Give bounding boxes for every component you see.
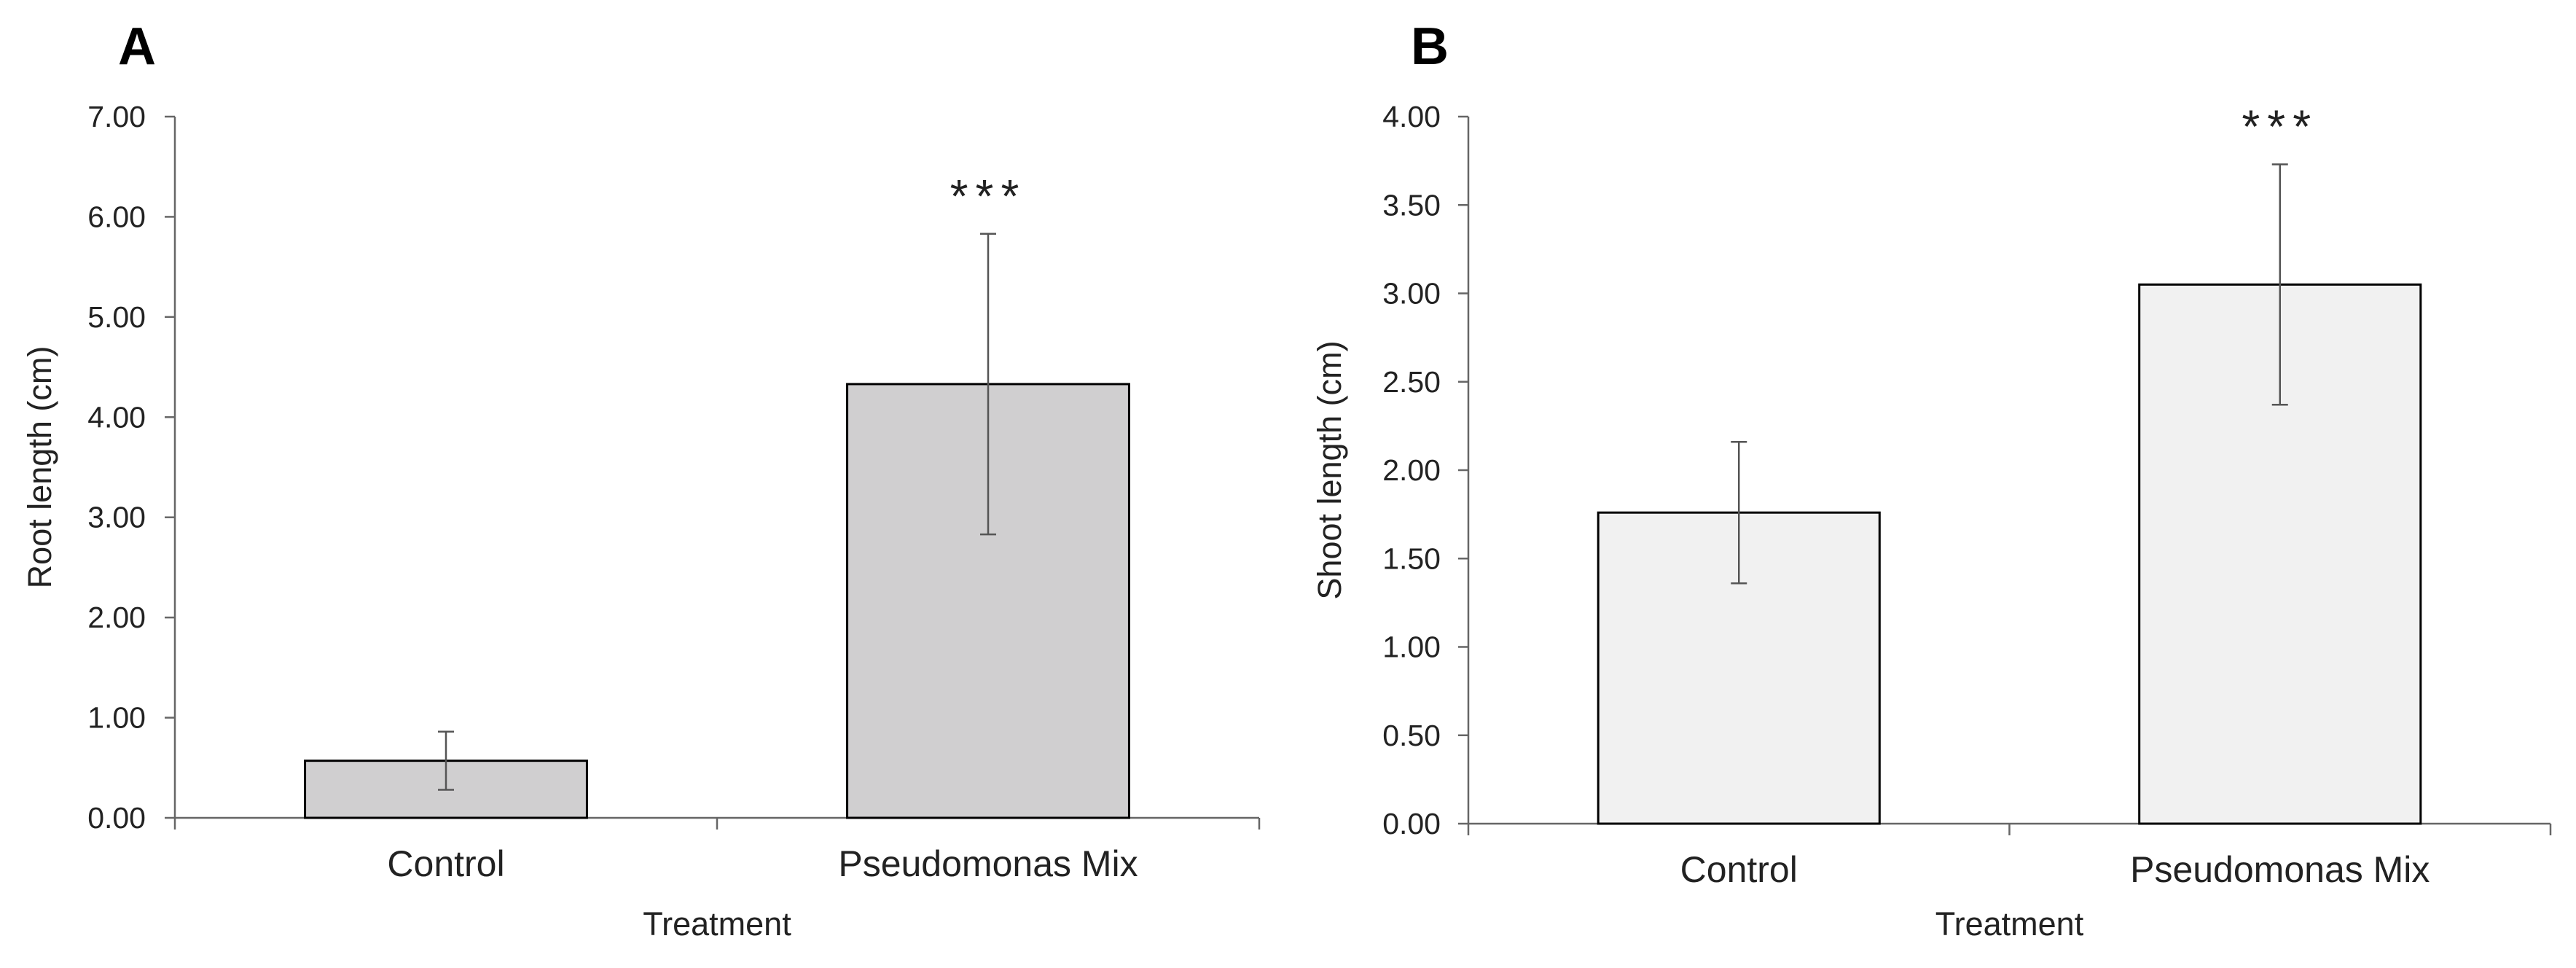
y-tick-label: 6.00 — [87, 200, 146, 233]
y-tick-label: 0.00 — [87, 801, 146, 835]
y-tick-label: 7.00 — [87, 100, 146, 133]
x-axis-title: Treatment — [643, 905, 791, 942]
x-category-label: Control — [1680, 849, 1798, 890]
panel-a: A Root length (cm) Treatment 0.00 1.00 2.00 3.… — [21, 17, 1261, 942]
panel-label-a: A — [118, 17, 156, 76]
panel-label-b: B — [1411, 17, 1449, 76]
y-tick-label: 5.00 — [87, 300, 146, 334]
y-axis-title: Root length (cm) — [21, 346, 58, 589]
x-category-label: Control — [387, 843, 504, 884]
significance-marker: *** — [950, 170, 1027, 222]
y-tick-label: 2.00 — [1382, 453, 1441, 487]
y-tick-label: 4.00 — [1382, 100, 1441, 133]
y-tick-label: 3.50 — [1382, 188, 1441, 222]
x-axis-title: Treatment — [1935, 905, 2084, 942]
y-tick-label: 2.00 — [87, 601, 146, 634]
y-tick-label: 0.50 — [1382, 719, 1441, 752]
y-axis-title: Shoot length (cm) — [1311, 340, 1348, 599]
y-tick-label: 3.00 — [87, 501, 146, 534]
panel-b: B Shoot length (cm) Treatment 0.00 0.50 1.00 1… — [1311, 17, 2552, 942]
y-tick-label: 3.00 — [1382, 277, 1441, 311]
x-category-label: Pseudomonas Mix — [838, 843, 1138, 884]
significance-marker: *** — [2242, 100, 2318, 152]
y-tick-label: 1.00 — [87, 701, 146, 735]
y-tick-label: 4.00 — [87, 400, 146, 434]
y-tick-label: 1.00 — [1382, 631, 1441, 664]
y-tick-label: 0.00 — [1382, 807, 1441, 840]
y-tick-label: 2.50 — [1382, 365, 1441, 399]
x-category-label: Pseudomonas Mix — [2130, 849, 2430, 890]
y-tick-label: 1.50 — [1382, 542, 1441, 575]
